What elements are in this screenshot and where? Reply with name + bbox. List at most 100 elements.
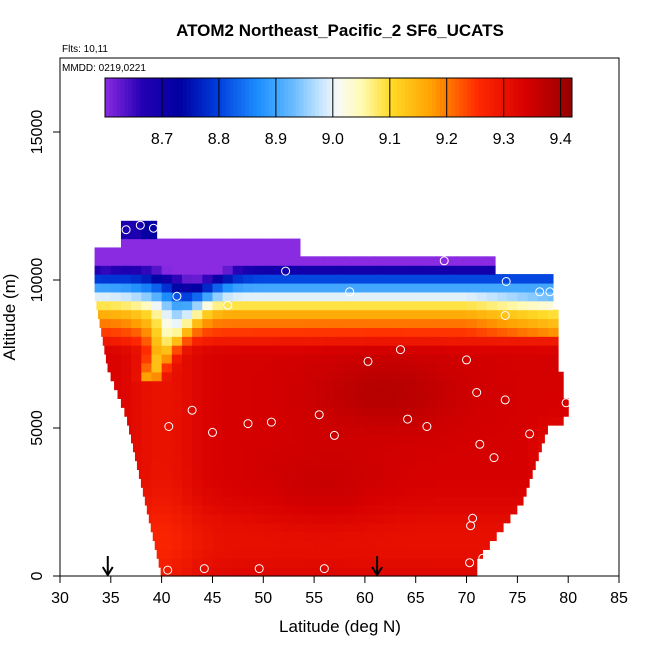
x-tick-label: 55: [305, 590, 323, 607]
heatmap-cell: [405, 433, 417, 444]
heatmap-cell: [507, 398, 518, 408]
colorbar-segment: [342, 78, 347, 117]
heatmap-cell: [283, 300, 295, 311]
heatmap-cell: [94, 274, 102, 284]
heatmap-cell: [263, 416, 275, 426]
heatmap-cell: [486, 265, 496, 275]
heatmap-cell: [283, 247, 295, 257]
heatmap-cell: [94, 256, 102, 266]
heatmap-cell: [344, 416, 356, 426]
heatmap-cell: [202, 256, 214, 266]
heatmap-cell: [527, 460, 536, 471]
heatmap-cell: [324, 318, 336, 328]
colorbar-segment: [392, 78, 398, 117]
heatmap-cell: [456, 274, 468, 284]
heatmap-cell: [354, 309, 366, 320]
heatmap-cell: [181, 318, 193, 328]
heatmap-cell: [212, 487, 224, 497]
heatmap-cell: [517, 327, 529, 337]
heatmap-cell: [151, 460, 163, 471]
heatmap-cell: [202, 416, 214, 426]
heatmap-cell: [181, 291, 193, 302]
heatmap-cell: [324, 433, 336, 444]
heatmap-cell: [202, 504, 214, 515]
heatmap-cell: [405, 442, 417, 453]
heatmap-cell: [242, 327, 254, 337]
heatmap-cell: [344, 433, 356, 444]
heatmap-cell: [436, 522, 447, 533]
heatmap-cell: [395, 380, 407, 391]
colorbar-segment: [416, 78, 421, 117]
heatmap-cell: [151, 362, 163, 373]
heatmap-cell: [476, 496, 488, 506]
heatmap-cell: [364, 354, 376, 364]
heatmap-cell: [476, 327, 488, 337]
heatmap-cell: [202, 433, 214, 444]
heatmap-cell: [293, 336, 305, 346]
colorbar-segment: [171, 78, 176, 117]
heatmap-cell: [104, 345, 112, 355]
sample-point: [121, 225, 131, 235]
heatmap-cell: [456, 478, 468, 488]
heatmap-cell: [253, 282, 264, 293]
heatmap-cell: [253, 433, 264, 444]
heatmap-cell: [446, 398, 457, 408]
heatmap-cell: [263, 504, 275, 515]
heatmap-cell: [537, 407, 549, 417]
heatmap-cell: [517, 345, 529, 355]
heatmap-cell: [425, 300, 437, 311]
heatmap-cell: [303, 416, 315, 426]
heatmap-cell: [456, 513, 468, 524]
heatmap-cell: [486, 531, 497, 542]
heatmap-cell: [161, 300, 173, 311]
heatmap-cell: [253, 531, 264, 542]
heatmap-cell: [222, 247, 234, 257]
heatmap-cell: [497, 371, 508, 382]
heatmap-cell: [385, 433, 396, 444]
heatmap-cell: [405, 496, 417, 506]
heatmap-cell: [324, 540, 336, 550]
colorbar-segment: [568, 78, 573, 117]
colorbar-segment: [213, 78, 219, 117]
heatmap-cell: [120, 354, 132, 364]
heatmap-cell: [324, 380, 336, 391]
heatmap-cell: [405, 362, 417, 373]
heatmap-cell: [212, 504, 224, 515]
heatmap-cell: [222, 442, 234, 453]
colorbar-segment: [206, 78, 211, 117]
heatmap-cell: [385, 442, 396, 453]
heatmap-cell: [395, 487, 407, 497]
heatmap-cell: [324, 327, 336, 337]
heatmap-cell: [242, 442, 254, 453]
x-tick-label: 30: [51, 590, 69, 607]
colorbar-segment: [564, 78, 569, 117]
heatmap-cell: [293, 362, 305, 373]
heatmap-cell: [425, 345, 437, 355]
heatmap-cell: [415, 469, 427, 479]
heatmap-cell: [202, 558, 214, 568]
heatmap-cell: [181, 336, 193, 346]
heatmap-cell: [385, 389, 396, 399]
heatmap-cell: [110, 247, 122, 257]
heatmap-cell: [212, 371, 224, 382]
heatmap-cell: [141, 389, 153, 399]
heatmap-cell: [171, 309, 183, 320]
heatmap-cell: [242, 247, 254, 257]
heatmap-cell: [466, 567, 478, 577]
heatmap-cell: [446, 433, 457, 444]
heatmap-cell: [151, 247, 163, 257]
heatmap-cell: [364, 496, 376, 506]
heatmap-cell: [486, 336, 498, 346]
heatmap-cell: [324, 291, 336, 302]
heatmap-cell: [547, 291, 554, 302]
heatmap-cell: [192, 282, 203, 293]
heatmap-cell: [344, 496, 356, 506]
x-tick-label: 70: [458, 590, 476, 607]
heatmap-cell: [354, 336, 366, 346]
heatmap-cell: [385, 256, 396, 266]
heatmap-cell: [324, 478, 336, 488]
heatmap-cell: [466, 558, 478, 568]
heatmap-cell: [547, 380, 559, 391]
heatmap-cell: [375, 256, 386, 266]
